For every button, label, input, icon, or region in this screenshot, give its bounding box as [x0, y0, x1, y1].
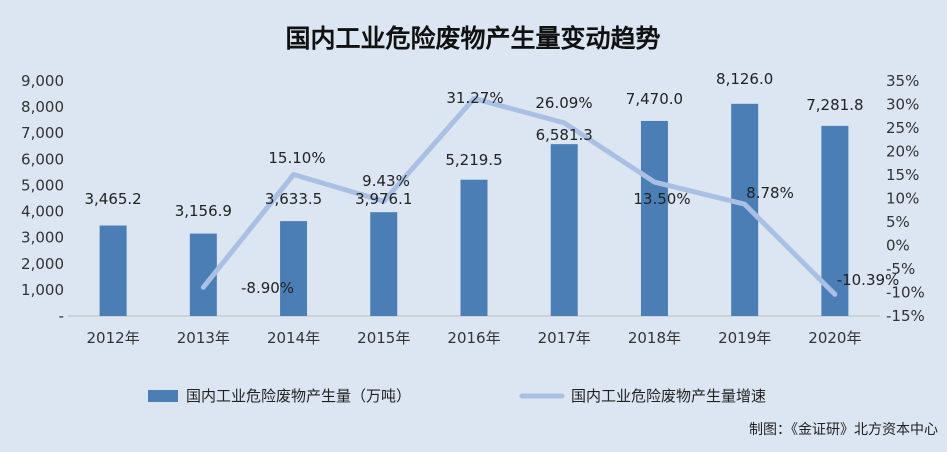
x-axis-tick-label: 2018年 [628, 329, 681, 347]
bar [731, 103, 759, 317]
x-axis-tick-label: 2013年 [177, 329, 230, 347]
legend-line-label: 国内工业危险废物产生量增速 [571, 387, 766, 405]
right-axis-tick-label: 0% [886, 237, 910, 255]
right-axis-tick-label: 5% [886, 213, 910, 231]
x-axis-tick-label: 2020年 [808, 329, 861, 347]
growth-value-label: 13.50% [633, 190, 690, 208]
left-axis-tick-label: 5,000 [21, 176, 64, 194]
right-axis-tick-label: 25% [886, 119, 919, 137]
bar-series [99, 103, 849, 317]
legend: 国内工业危险废物产生量（万吨） 国内工业危险废物产生量增速 [148, 387, 766, 405]
left-axis-tick-label: 7,000 [21, 124, 64, 142]
growth-value-label: 9.43% [362, 172, 410, 190]
x-axis-tick-label: 2012年 [87, 329, 140, 347]
left-axis-tick-label: 4,000 [21, 203, 64, 221]
left-axis-tick-label: 6,000 [21, 150, 64, 168]
right-axis-tick-label: -10% [886, 284, 925, 302]
growth-value-label: -8.90% [241, 279, 294, 297]
growth-line-series [200, 96, 838, 297]
right-axis-tick-label: 20% [886, 143, 919, 161]
legend-bar-label: 国内工业危险废物产生量（万吨） [186, 387, 411, 405]
growth-value-label: 26.09% [535, 94, 592, 112]
bar-value-label: 3,633.5 [265, 190, 322, 208]
right-axis-tick-label: -15% [886, 307, 925, 325]
growth-value-label: 15.10% [268, 149, 325, 167]
left-axis-tick-label: 8,000 [21, 98, 64, 116]
legend-bar-swatch [148, 390, 178, 402]
bar [370, 212, 398, 316]
bar-value-label: 6,581.3 [536, 126, 593, 144]
right-axis-tick-label: -5% [886, 260, 915, 278]
growth-value-label: 31.27% [446, 89, 503, 107]
left-axis-tick-label: 1,000 [21, 281, 64, 299]
bar [280, 221, 308, 316]
growth-value-label: 8.78% [746, 184, 794, 202]
bar [550, 144, 578, 316]
bar-value-label: 5,219.5 [445, 151, 502, 169]
right-axis-ticks: -15% -10% -5% 0% 5% 10% 15% 20% 25% 30% 35% [886, 72, 925, 325]
x-axis-tick-label: 2017年 [538, 329, 591, 347]
x-axis-tick-label: 2014年 [267, 329, 320, 347]
bar-value-label: 3,465.2 [84, 190, 141, 208]
bar [99, 225, 127, 316]
x-axis-tick-label: 2019年 [718, 329, 771, 347]
bar-data-labels: 3,465.2 3,156.9 3,633.5 3,976.1 5,219.5 6,581… [84, 70, 863, 220]
bar-value-label: 3,976.1 [355, 190, 412, 208]
left-axis-tick-label: 3,000 [21, 229, 64, 247]
source-note: 制图：《金证研》北方资本中心 [749, 422, 938, 438]
chart-title: 国内工业危险废物产生量变动趋势 [285, 24, 660, 53]
x-axis-tick-label: 2015年 [357, 329, 410, 347]
x-axis-tick-label: 2016年 [447, 329, 500, 347]
right-axis-tick-label: 35% [886, 72, 919, 90]
bar [460, 179, 488, 316]
bar [640, 120, 668, 316]
x-axis-ticks: 2012年 2013年 2014年 2015年 2016年 2017年 2018年 2019年… [87, 329, 862, 347]
right-axis-tick-label: 15% [886, 166, 919, 184]
left-axis-tick-label: 2,000 [21, 255, 64, 273]
bar-value-label: 8,126.0 [716, 70, 773, 88]
growth-line [200, 96, 838, 297]
right-axis-tick-label: 10% [886, 190, 919, 208]
line-data-labels: -8.90% 15.10% 9.43% 31.27% 26.09% 13.50% 8.78%… [241, 89, 899, 297]
left-axis-tick-label: - [59, 307, 64, 325]
bar-value-label: 7,281.8 [806, 96, 863, 114]
bar-value-label: 3,156.9 [175, 202, 232, 220]
left-axis-tick-label: 9,000 [21, 72, 64, 90]
growth-value-label: -10.39% [837, 271, 900, 289]
left-axis-ticks: - 1,000 2,000 3,000 4,000 5,000 6,000 7,000 8,00… [21, 72, 64, 325]
right-axis-tick-label: 30% [886, 96, 919, 114]
bar-value-label: 7,470.0 [626, 90, 683, 108]
